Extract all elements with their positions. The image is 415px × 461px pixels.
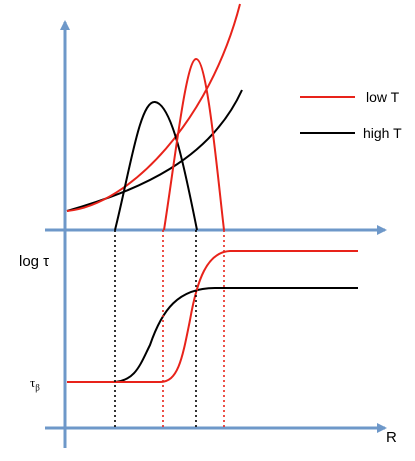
x-axis-label-R: R <box>386 429 397 446</box>
high-T-rising-curve <box>66 89 243 212</box>
tau-beta-label: τβ <box>30 376 40 393</box>
tau-label: τ <box>30 375 36 390</box>
high-T-step-curve <box>67 287 358 383</box>
y-axis-label-log-tau: log τ <box>19 253 50 270</box>
low-T-peak-curve <box>163 57 225 231</box>
tau-subscript: β <box>35 382 40 393</box>
low-T-step-curve <box>67 250 358 383</box>
low-T-rising-curve <box>66 3 241 212</box>
legend-label-high-T: high T <box>363 125 402 141</box>
legend-swatch-high-T <box>300 132 355 134</box>
high-T-peak-curve <box>114 101 198 231</box>
legend-swatch-low-T <box>300 96 355 98</box>
legend-label-low-T: low T <box>366 89 400 105</box>
